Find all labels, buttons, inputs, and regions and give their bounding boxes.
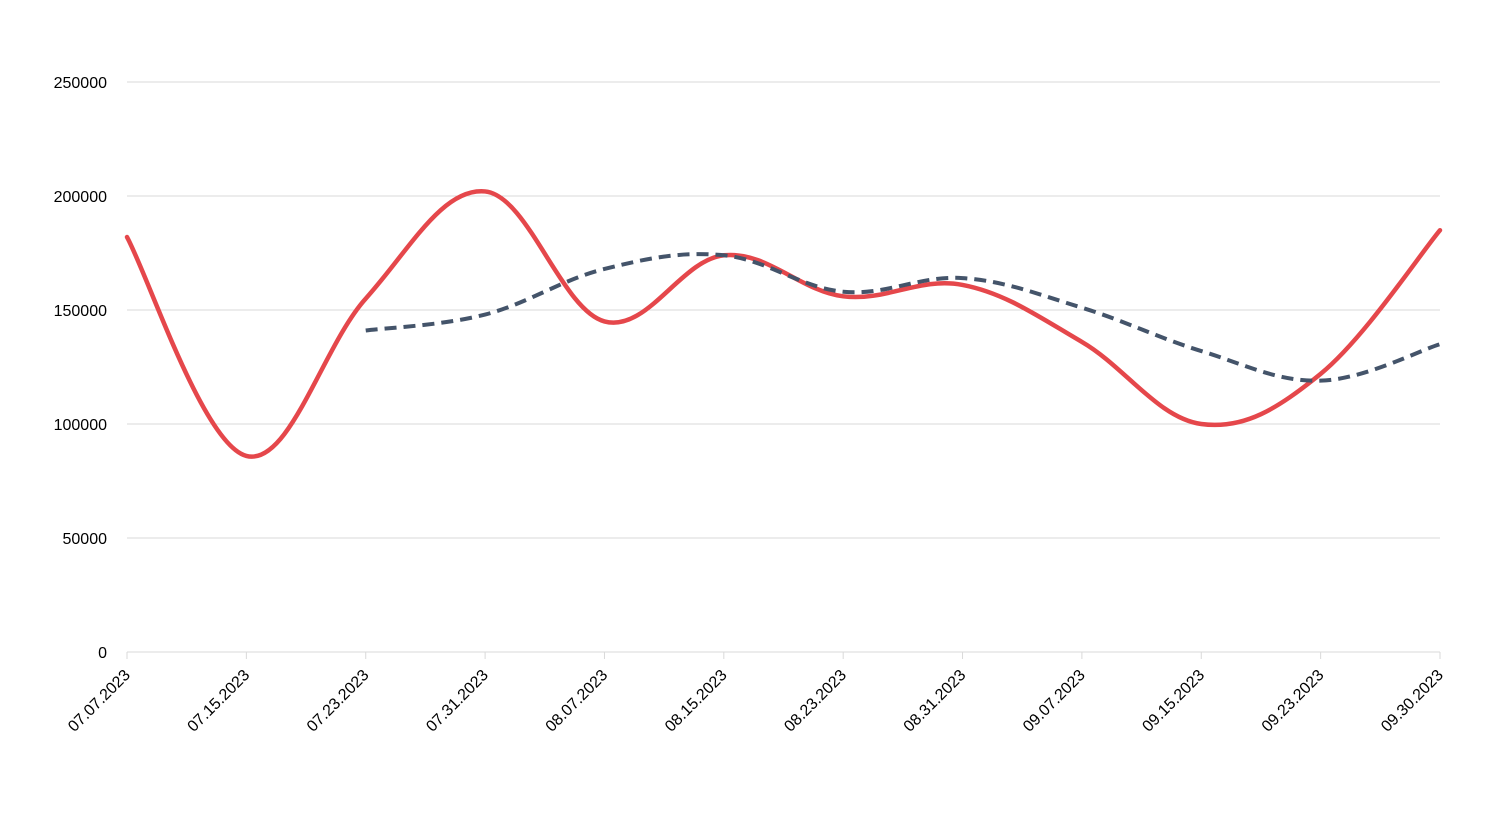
grid-layer	[127, 81, 1440, 539]
x-tick-label: 08.07.2023	[543, 667, 612, 736]
axis-layer	[126, 651, 1441, 659]
y-tick-label: 0	[98, 645, 107, 662]
series-line-2	[365, 252, 1441, 383]
x-tick-label: 07.31.2023	[423, 667, 492, 736]
y-tick-label: 50000	[63, 531, 108, 548]
x-tick-label: 07.07.2023	[65, 667, 134, 736]
x-tick-label: 08.31.2023	[901, 667, 970, 736]
y-tick-label: 200000	[54, 189, 107, 206]
y-tick-label: 100000	[54, 417, 107, 434]
x-tick-label: 09.15.2023	[1139, 667, 1208, 736]
series-layer	[124, 189, 1443, 459]
x-tick-label: 09.30.2023	[1378, 667, 1447, 736]
x-tick-label: 09.23.2023	[1259, 667, 1328, 736]
x-tick-label: 08.23.2023	[781, 667, 850, 736]
label-layer: 0 50000 100000 150000 200000 250000 07.07.2023…	[54, 75, 1447, 735]
x-tick-label: 07.15.2023	[185, 667, 254, 736]
y-tick-label: 150000	[54, 303, 107, 320]
x-tick-label: 08.15.2023	[662, 667, 731, 736]
x-tick-label: 07.23.2023	[304, 667, 373, 736]
x-tick-label: 09.07.2023	[1020, 667, 1089, 736]
y-tick-label: 250000	[54, 75, 107, 92]
series-line-1	[124, 189, 1443, 459]
